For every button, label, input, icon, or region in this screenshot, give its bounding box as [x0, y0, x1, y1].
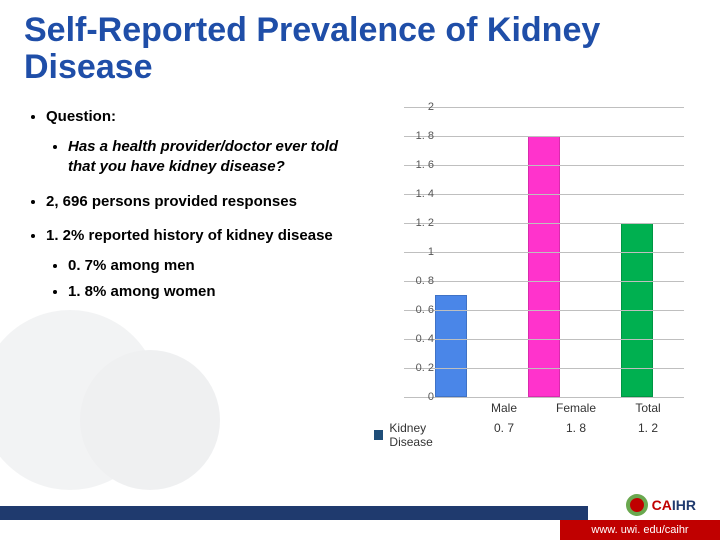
y-axis-label: 1. 2	[404, 217, 434, 229]
grid-line	[404, 252, 684, 253]
grid-line	[404, 310, 684, 311]
logo: CAIHR	[626, 494, 696, 516]
content-row: Question: Has a health provider/doctor e…	[0, 95, 720, 437]
table-corner-cell	[368, 401, 468, 415]
table-header-cell: Female	[540, 401, 612, 415]
bullet-question: Question: Has a health provider/doctor e…	[46, 107, 368, 178]
table-data-cell: 0. 7	[468, 421, 540, 449]
y-axis-label: 1. 8	[404, 130, 434, 142]
text-column: Question: Has a health provider/doctor e…	[28, 107, 368, 437]
grid-line	[404, 223, 684, 224]
y-axis-label: 2	[404, 101, 434, 113]
bullet-women: 1. 8% among women	[68, 282, 368, 302]
chart-plot-area: 21. 81. 61. 41. 210. 80. 60. 40. 20	[404, 107, 684, 397]
grid-line	[404, 107, 684, 108]
footer-blue-bar	[0, 506, 588, 520]
bullet-reported: 1. 2% reported history of kidney disease…	[46, 226, 368, 303]
page-title: Self-Reported Prevalence of Kidney Disea…	[0, 0, 720, 95]
logo-part2: IHR	[672, 497, 696, 513]
grid-line	[404, 397, 684, 398]
logo-part1: CA	[652, 497, 672, 513]
question-text: Has a health provider/doctor ever told t…	[68, 137, 368, 178]
grid-line	[404, 165, 684, 166]
table-data-cell: 1. 8	[540, 421, 612, 449]
series-label-text: Kidney Disease	[389, 421, 468, 449]
logo-mark-icon	[626, 494, 648, 516]
logo-text: CAIHR	[652, 497, 696, 513]
y-axis-label: 0. 2	[404, 362, 434, 374]
y-axis-label: 1	[404, 246, 434, 258]
bullet-men: 0. 7% among men	[68, 256, 368, 276]
series-label-cell: Kidney Disease	[368, 421, 468, 449]
table-header-row: MaleFemaleTotal	[368, 401, 688, 415]
chart-data-table: MaleFemaleTotal Kidney Disease 0. 71. 81…	[368, 401, 688, 449]
bullet-responses: 2, 696 persons provided responses	[46, 192, 368, 212]
y-axis-label: 0. 4	[404, 333, 434, 345]
table-data-row: Kidney Disease 0. 71. 81. 2	[368, 421, 688, 449]
grid-line	[404, 368, 684, 369]
y-axis-label: 0. 8	[404, 275, 434, 287]
grid-line	[404, 281, 684, 282]
footer: www. uwi. edu/caihr	[0, 500, 720, 540]
y-axis-label: 1. 4	[404, 188, 434, 200]
y-axis-label: 1. 6	[404, 159, 434, 171]
grid-line	[404, 136, 684, 137]
y-axis-label: 0. 6	[404, 304, 434, 316]
legend-square-icon	[374, 430, 383, 440]
grid-line	[404, 339, 684, 340]
question-label: Question:	[46, 108, 116, 125]
footer-url: www. uwi. edu/caihr	[560, 520, 720, 540]
bullet-reported-text: 1. 2% reported history of kidney disease	[46, 227, 333, 244]
grid-line	[404, 194, 684, 195]
table-data-cell: 1. 2	[612, 421, 684, 449]
table-header-cell: Total	[612, 401, 684, 415]
table-header-cell: Male	[468, 401, 540, 415]
bar-female	[528, 136, 560, 397]
bar-chart: 21. 81. 61. 41. 210. 80. 60. 40. 20 Male…	[368, 107, 700, 437]
